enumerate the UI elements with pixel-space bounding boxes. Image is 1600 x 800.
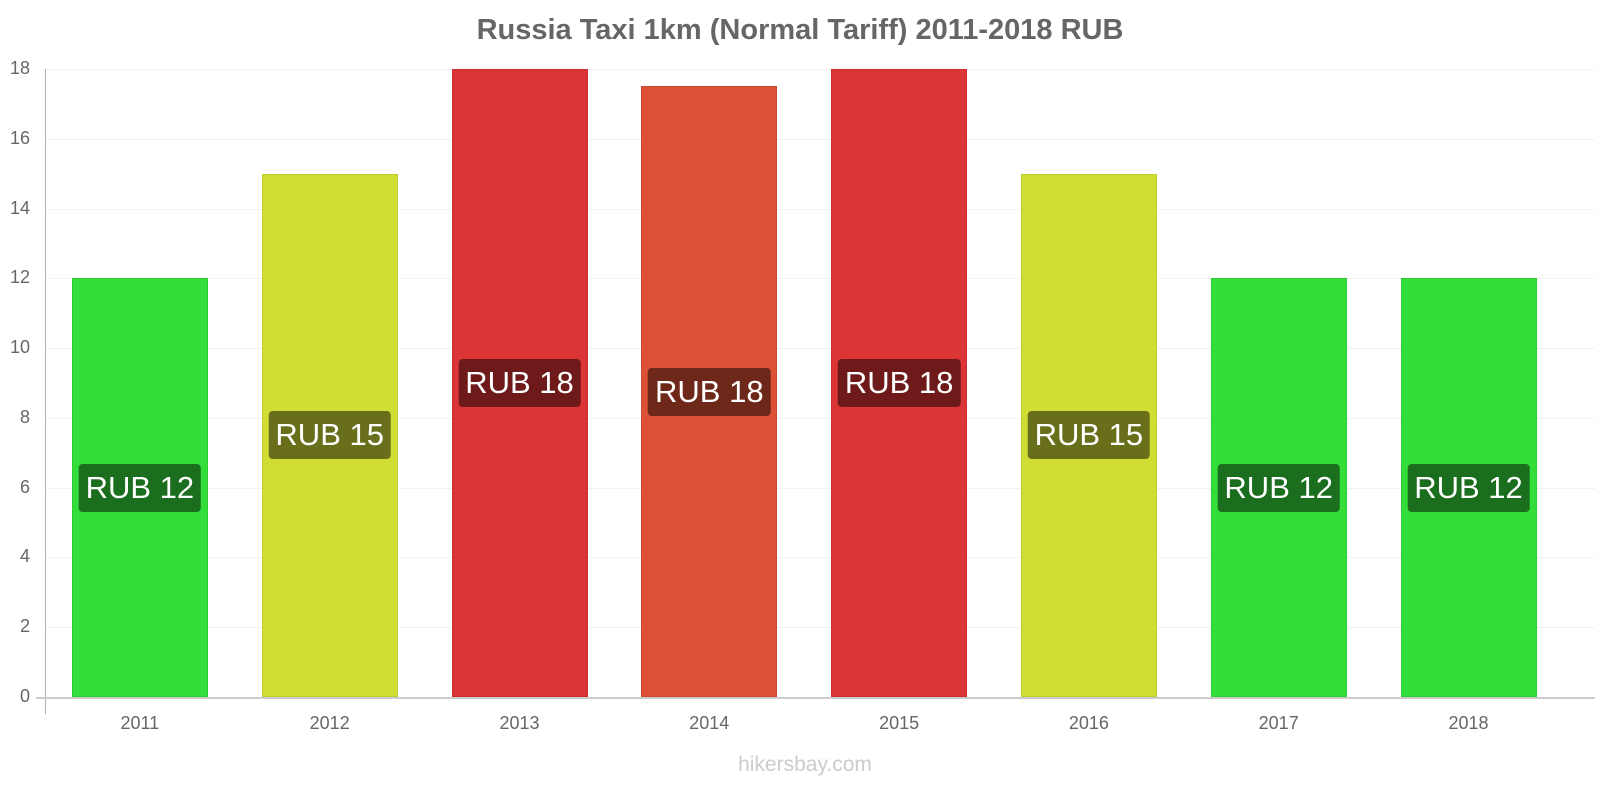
chart-title: Russia Taxi 1km (Normal Tariff) 2011-201… [476, 14, 1124, 46]
y-tick-label: 8 [19, 406, 30, 427]
x-tick-label: 2016 [1068, 713, 1109, 733]
gridline [45, 348, 1595, 350]
data-label-2013: RUB 18 [458, 359, 581, 407]
x-tick-label: 2015 [879, 713, 920, 733]
x-tick-label: 2014 [689, 713, 730, 733]
y-axis-line [45, 69, 46, 714]
data-label-2011: RUB 12 [78, 463, 202, 512]
x-tick-label: 2017 [1258, 713, 1299, 733]
gridline [45, 417, 1595, 419]
x-tick-label: 2012 [309, 713, 350, 733]
gridline [45, 557, 1595, 559]
y-tick-label: 6 [19, 476, 30, 497]
y-tick-label: 10 [9, 337, 30, 358]
y-tick-label: 0 [19, 686, 30, 706]
x-tick-label: 2018 [1448, 713, 1489, 733]
gridline [45, 627, 1595, 629]
gridline [45, 69, 1595, 70]
y-tick-label: 18 [9, 58, 30, 78]
watermark: hikersbay.com [738, 753, 872, 776]
y-tick-label: 2 [19, 616, 30, 637]
plot-area [45, 69, 1595, 697]
x-tick-label: 2011 [120, 713, 160, 733]
data-label-2017: RUB 12 [1217, 463, 1340, 512]
gridline [45, 487, 1595, 489]
y-tick-label: 14 [9, 197, 30, 218]
x-axis-line [36, 697, 1595, 699]
x-tick-label: 2013 [499, 713, 540, 733]
gridline [45, 208, 1595, 210]
data-label-2015: RUB 18 [837, 359, 961, 407]
y-tick-label: 4 [19, 546, 30, 567]
y-tick-label: 12 [9, 267, 30, 288]
data-label-2018: RUB 12 [1407, 463, 1530, 512]
gridline [45, 138, 1595, 140]
data-label-2016: RUB 15 [1027, 411, 1151, 460]
gridline [45, 278, 1595, 280]
data-label-2014: RUB 18 [648, 367, 771, 416]
data-label-2012: RUB 15 [268, 411, 391, 460]
y-tick-label: 16 [9, 127, 30, 148]
